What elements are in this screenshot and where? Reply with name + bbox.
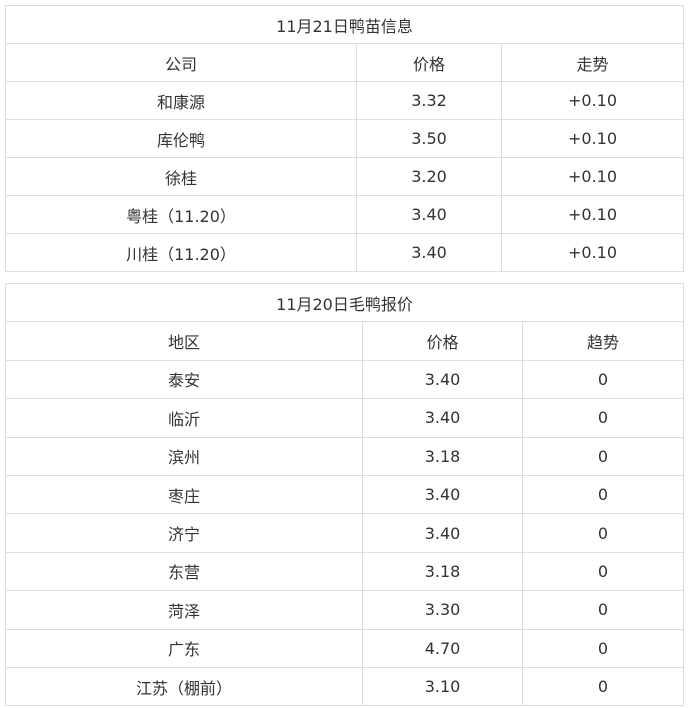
table-cell: 0 [521,666,685,707]
table-row: 东营 3.18 0 [5,551,685,592]
table-cell: 枣庄 [5,474,363,515]
table-row: 菏泽 3.30 0 [5,590,685,630]
table-cell: 3.18 [362,551,523,592]
table-cell: +0.10 [500,119,685,158]
table-cell: 徐桂 [5,157,357,196]
table-row: 广东 4.70 0 [5,628,685,668]
column-header: 价格 [356,43,502,82]
table-cell: 菏泽 [5,590,363,630]
table-row: 济宁 3.40 0 [5,513,685,553]
table-cell: 3.50 [356,119,502,158]
table-row: 泰安 3.40 0 [5,359,685,400]
table-row: 川桂（11.20） 3.40 +0.10 [5,233,685,272]
table-cell: 临沂 [5,398,363,438]
table-cell: 3.18 [362,436,523,476]
table-cell: 3.30 [362,590,523,630]
table-cell: 3.40 [362,474,523,515]
table-cell: 3.40 [362,513,523,553]
column-header: 走势 [500,43,685,82]
table-cell: 川桂（11.20） [5,233,357,272]
table-row: 枣庄 3.40 0 [5,474,685,515]
table-title: 11月20日毛鸭报价 [4,282,685,323]
duckling-price-table: 11月21日鸭苗信息 公司 价格 走势 和康源 3.32 +0.10 库伦鸭 3.50 +0.10… [4,5,685,272]
table-cell: +0.10 [500,157,685,196]
table-cell: 0 [521,359,685,400]
column-header: 价格 [362,321,523,361]
table-cell: 4.70 [362,628,523,668]
table-row: 和康源 3.32 +0.10 [5,81,685,120]
table-cell: 0 [521,551,685,592]
table-row: 粤桂（11.20） 3.40 +0.10 [5,195,685,234]
table-title-row: 11月21日鸭苗信息 [4,5,685,44]
table-cell: +0.10 [500,195,685,234]
table-row: 库伦鸭 3.50 +0.10 [5,119,685,158]
column-header: 公司 [5,43,357,82]
table-cell: 0 [521,628,685,668]
table-cell: 0 [521,590,685,630]
table-cell: 3.40 [356,233,502,272]
table-cell: +0.10 [500,81,685,120]
table-cell: 0 [521,436,685,476]
table-row: 徐桂 3.20 +0.10 [5,157,685,196]
table-cell: 3.40 [356,195,502,234]
table-row: 临沂 3.40 0 [5,398,685,438]
table-cell: 0 [521,398,685,438]
table-cell: 东营 [5,551,363,592]
table-cell: 3.20 [356,157,502,196]
table-row: 滨州 3.18 0 [5,436,685,476]
table-cell: +0.10 [500,233,685,272]
column-header: 地区 [5,321,363,361]
table-cell: 江苏（棚前） [5,666,363,707]
table-title-row: 11月20日毛鸭报价 [4,282,685,323]
table-cell: 3.10 [362,666,523,707]
table-cell: 粤桂（11.20） [5,195,357,234]
table-header-row: 公司 价格 走势 [5,43,685,82]
column-header: 趋势 [521,321,685,361]
table-cell: 泰安 [5,359,363,400]
duck-price-table: 11月20日毛鸭报价 地区 价格 趋势 泰安 3.40 0 临沂 3.40 0 滨州 3.18 0 枣庄 3… [4,282,685,707]
table-cell: 和康源 [5,81,357,120]
table-cell: 滨州 [5,436,363,476]
table-cell: 3.40 [362,359,523,400]
table-cell: 3.40 [362,398,523,438]
table-cell: 0 [521,513,685,553]
table-cell: 0 [521,474,685,515]
table-cell: 广东 [5,628,363,668]
table-cell: 库伦鸭 [5,119,357,158]
table-cell: 济宁 [5,513,363,553]
table-header-row: 地区 价格 趋势 [5,321,685,361]
table-cell: 3.32 [356,81,502,120]
table-title: 11月21日鸭苗信息 [4,5,685,44]
table-row: 江苏（棚前） 3.10 0 [5,666,685,707]
